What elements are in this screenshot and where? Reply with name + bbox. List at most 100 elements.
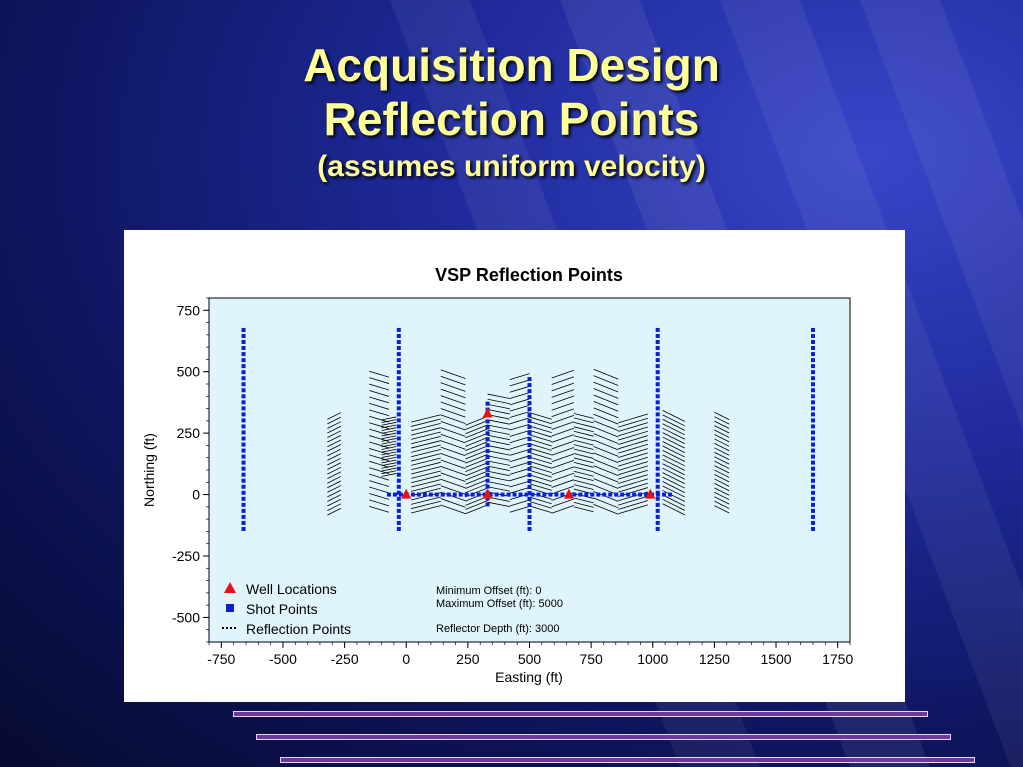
reflection-point-line: [551, 472, 575, 482]
shot-point: [655, 370, 660, 375]
reflection-point-line: [509, 417, 530, 425]
reflection-point-line: [593, 452, 619, 464]
reflection-point-line: [529, 456, 552, 465]
shot-point: [655, 460, 660, 465]
reflection-point-line: [465, 432, 488, 443]
reflection-point-line: [381, 443, 397, 448]
shot-point: [422, 492, 427, 497]
shot-point: [416, 492, 421, 497]
well-location: [645, 488, 656, 499]
reflection-point-line: [662, 458, 685, 471]
reflection-point-line: [714, 496, 730, 505]
reflection-point-line: [381, 470, 397, 475]
reflection-point-line: [529, 496, 552, 505]
reflection-point-line: [714, 465, 730, 474]
shot-point: [811, 472, 816, 477]
reflection-point-line: [714, 478, 730, 487]
shot-point: [811, 358, 816, 363]
shot-point: [396, 454, 401, 459]
reflection-point-line: [465, 479, 488, 489]
shot-point: [811, 352, 816, 357]
reflection-cluster: [714, 411, 730, 514]
shot-point: [527, 473, 532, 478]
shot-point: [811, 520, 816, 525]
reflection-point-line: [509, 474, 530, 482]
shot-point: [241, 430, 246, 435]
reflection-point-line: [411, 483, 441, 492]
reflection-cluster: [593, 368, 619, 515]
reflection-point-line: [465, 466, 488, 477]
reflection-point-line: [551, 421, 575, 430]
legend-shot-marker: [226, 604, 234, 612]
annotation-reflector-depth: Reflector Depth (ft): 3000: [436, 623, 560, 635]
reflection-point-line: [662, 423, 685, 436]
reflection-point-line: [662, 414, 685, 427]
reflection-point-line: [551, 427, 575, 437]
reflection-point-line: [529, 501, 552, 509]
shot-point: [527, 479, 532, 484]
reflection-point-line: [381, 459, 397, 464]
reflection-point-line: [662, 454, 685, 467]
reflection-point-line: [593, 375, 619, 386]
reflection-point-line: [411, 474, 441, 484]
reflection-point-line: [593, 484, 619, 496]
reflection-point-line: [509, 455, 530, 463]
shot-line: [655, 327, 660, 531]
reflection-point-line: [573, 453, 594, 459]
shot-point: [632, 492, 637, 497]
reflection-point-line: [327, 457, 342, 466]
shot-point: [560, 492, 565, 497]
shot-point: [527, 383, 532, 388]
reflection-cluster: [381, 416, 397, 477]
reflection-point-line: [529, 505, 552, 514]
shot-point: [655, 436, 660, 441]
reflection-point-line: [529, 487, 552, 496]
shot-point: [241, 388, 246, 393]
reflection-point-line: [440, 408, 466, 418]
shot-point: [500, 492, 505, 497]
reflection-point-line: [573, 457, 594, 464]
shot-point: [614, 492, 619, 497]
shot-point: [655, 340, 660, 345]
reflection-point-line: [465, 470, 488, 481]
reflection-point-line: [509, 392, 530, 399]
shot-point: [485, 449, 490, 454]
shot-point: [485, 472, 490, 477]
reflection-point-line: [369, 383, 390, 391]
reflection-point-line: [593, 388, 619, 399]
reflection-point-line: [411, 500, 441, 510]
reflection-point-line: [573, 466, 594, 473]
shot-point: [485, 460, 490, 465]
shot-point: [392, 492, 397, 497]
reflection-point-line: [573, 461, 594, 468]
reflection-point-line: [573, 475, 594, 482]
reflection-point-line: [593, 439, 619, 451]
shot-point: [241, 478, 246, 483]
shot-point: [396, 436, 401, 441]
shot-point: [241, 502, 246, 507]
reflection-point-line: [440, 375, 466, 386]
shot-point: [485, 443, 490, 448]
shot-point: [530, 492, 535, 497]
reflection-point-line: [509, 398, 530, 406]
reflection-point-line: [411, 487, 441, 497]
shot-point: [446, 492, 451, 497]
shot-point: [662, 492, 667, 497]
reflection-point-line: [381, 454, 397, 458]
shot-point: [811, 333, 816, 338]
shot-point: [396, 490, 401, 495]
reflection-point-line: [440, 420, 466, 431]
reflection-cluster: [440, 369, 466, 515]
shot-line: [396, 327, 401, 531]
reflection-point-line: [529, 430, 552, 438]
reflection-point-line: [593, 471, 619, 483]
shot-point: [811, 370, 816, 375]
reflection-point-line: [487, 398, 510, 405]
shot-point: [527, 467, 532, 472]
shot-point: [458, 492, 463, 497]
reflection-point-line: [714, 434, 730, 443]
shot-point: [668, 492, 673, 497]
reflection-cluster: [662, 410, 685, 516]
shot-point: [396, 370, 401, 375]
reflection-point-line: [327, 435, 342, 443]
